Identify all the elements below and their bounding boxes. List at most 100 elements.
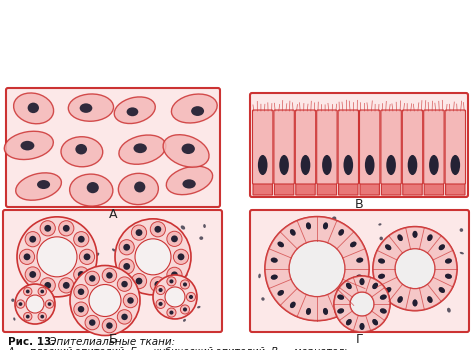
Ellipse shape	[90, 291, 93, 294]
Ellipse shape	[438, 244, 445, 250]
FancyBboxPatch shape	[295, 110, 316, 184]
Ellipse shape	[390, 278, 394, 282]
Circle shape	[40, 278, 55, 293]
Ellipse shape	[397, 296, 403, 303]
Circle shape	[40, 221, 55, 236]
Ellipse shape	[397, 296, 403, 303]
Circle shape	[26, 289, 30, 293]
Circle shape	[289, 241, 345, 297]
Circle shape	[395, 248, 435, 289]
Circle shape	[183, 282, 187, 287]
Circle shape	[78, 271, 85, 278]
Circle shape	[123, 263, 130, 270]
Ellipse shape	[350, 290, 356, 296]
Circle shape	[136, 278, 142, 285]
Ellipse shape	[346, 319, 352, 326]
Ellipse shape	[346, 283, 352, 289]
Ellipse shape	[301, 155, 310, 175]
Circle shape	[70, 266, 140, 336]
Circle shape	[150, 222, 165, 237]
Ellipse shape	[155, 244, 158, 246]
Ellipse shape	[14, 93, 54, 124]
Ellipse shape	[427, 234, 433, 241]
Circle shape	[123, 293, 138, 308]
Ellipse shape	[430, 254, 433, 258]
Circle shape	[46, 300, 54, 308]
Ellipse shape	[95, 253, 99, 257]
Circle shape	[19, 249, 35, 265]
Circle shape	[155, 281, 161, 288]
Circle shape	[102, 268, 117, 282]
Ellipse shape	[258, 274, 261, 278]
Ellipse shape	[172, 94, 217, 123]
Ellipse shape	[134, 182, 146, 193]
Ellipse shape	[356, 275, 363, 280]
Ellipse shape	[197, 306, 201, 308]
Ellipse shape	[166, 166, 213, 195]
Ellipse shape	[447, 308, 451, 313]
Circle shape	[131, 273, 146, 289]
Ellipse shape	[11, 299, 15, 302]
Ellipse shape	[427, 234, 433, 241]
Circle shape	[167, 308, 176, 317]
FancyBboxPatch shape	[360, 183, 379, 195]
Ellipse shape	[405, 263, 409, 268]
Circle shape	[63, 282, 70, 289]
Ellipse shape	[203, 224, 206, 228]
Ellipse shape	[416, 237, 419, 242]
Ellipse shape	[183, 319, 186, 322]
Ellipse shape	[29, 233, 32, 237]
Ellipse shape	[70, 174, 113, 206]
Ellipse shape	[112, 248, 116, 252]
Circle shape	[178, 253, 184, 260]
Circle shape	[131, 225, 146, 240]
Ellipse shape	[385, 287, 392, 293]
Circle shape	[115, 219, 191, 295]
Ellipse shape	[380, 308, 387, 314]
Ellipse shape	[306, 222, 311, 229]
Ellipse shape	[442, 253, 445, 255]
Circle shape	[186, 292, 196, 301]
Circle shape	[40, 289, 44, 293]
Circle shape	[119, 240, 134, 255]
Ellipse shape	[258, 155, 267, 175]
Ellipse shape	[277, 290, 284, 296]
Ellipse shape	[337, 294, 344, 300]
Ellipse shape	[378, 274, 385, 279]
Ellipse shape	[277, 241, 284, 247]
Circle shape	[85, 271, 100, 286]
Text: А — плоский эпителий; Б — кубический эпителий; В — мерцатель-: А — плоский эпителий; Б — кубический эпи…	[8, 347, 355, 350]
Ellipse shape	[4, 131, 53, 160]
Ellipse shape	[279, 155, 289, 175]
Circle shape	[17, 217, 97, 297]
Ellipse shape	[356, 258, 363, 263]
Ellipse shape	[277, 241, 284, 247]
Circle shape	[24, 313, 32, 321]
Ellipse shape	[338, 302, 344, 308]
Circle shape	[156, 299, 165, 308]
Ellipse shape	[277, 290, 284, 296]
Circle shape	[80, 249, 95, 265]
Ellipse shape	[372, 319, 378, 326]
Text: А: А	[109, 208, 117, 221]
FancyBboxPatch shape	[445, 110, 465, 184]
Ellipse shape	[412, 231, 418, 238]
Circle shape	[150, 277, 165, 292]
FancyBboxPatch shape	[253, 183, 273, 195]
Ellipse shape	[37, 180, 50, 189]
Circle shape	[78, 288, 84, 295]
FancyBboxPatch shape	[274, 183, 294, 195]
Wedge shape	[373, 227, 457, 311]
Ellipse shape	[438, 287, 445, 293]
Circle shape	[44, 225, 51, 232]
Circle shape	[153, 275, 197, 319]
Ellipse shape	[380, 294, 387, 300]
Ellipse shape	[37, 272, 40, 275]
FancyBboxPatch shape	[3, 210, 222, 332]
Circle shape	[106, 272, 113, 279]
Ellipse shape	[359, 278, 365, 285]
Circle shape	[59, 221, 74, 236]
Ellipse shape	[20, 141, 35, 150]
Ellipse shape	[130, 308, 134, 311]
Ellipse shape	[134, 144, 147, 153]
